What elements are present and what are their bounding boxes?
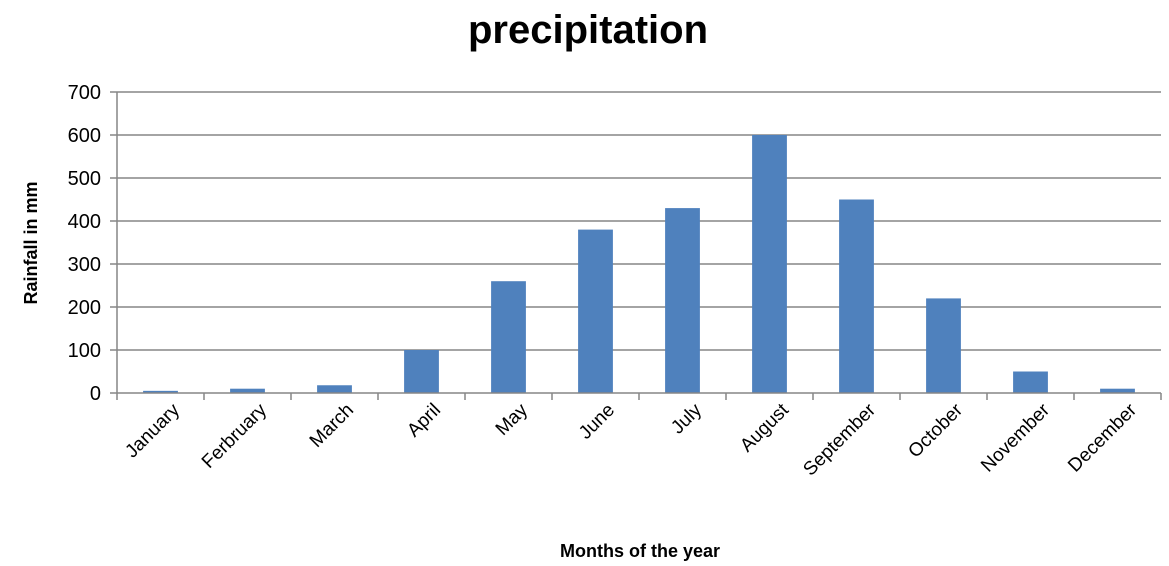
gridlines [117, 91, 1161, 351]
bar-december [1100, 388, 1135, 393]
x-tick-label: June [575, 400, 619, 444]
y-axis-title: Rainfall in mm [21, 181, 41, 304]
x-axis-title: Months of the year [560, 541, 720, 561]
axes [110, 91, 1162, 400]
bars [143, 135, 1135, 393]
y-tick-label: 700 [68, 82, 101, 104]
x-tick-label: November [977, 399, 1054, 476]
y-tick-label: 100 [68, 340, 101, 362]
bar-august [752, 135, 787, 393]
x-tick-labels: January Ferbruary March April May June July Aug… [121, 399, 1141, 480]
bar-september [839, 199, 874, 393]
x-tick-label: Ferbruary [198, 399, 271, 472]
bar-november [1013, 371, 1048, 393]
x-tick-label: July [667, 399, 706, 438]
bar-march [317, 385, 352, 393]
x-tick-label: October [904, 399, 967, 462]
y-tick-labels: 0 100 200 300 400 500 600 700 [68, 82, 101, 405]
x-tick-label: September [799, 399, 880, 480]
y-tick-label: 300 [68, 254, 101, 276]
bar-october [926, 298, 961, 393]
y-tick-label: 600 [68, 125, 101, 147]
bar-february [230, 388, 265, 393]
bar-july [665, 208, 700, 393]
y-tick-label: 200 [68, 297, 101, 319]
x-tick-label: December [1064, 399, 1141, 476]
y-tick-label: 400 [68, 211, 101, 233]
chart-title: precipitation [468, 8, 708, 52]
x-tick-label: January [121, 399, 184, 462]
y-tick-label: 500 [68, 168, 101, 190]
x-tick-label: August [736, 399, 793, 456]
x-tick-label: April [403, 400, 445, 442]
bar-may [491, 281, 526, 393]
x-tick-label: May [492, 399, 533, 440]
y-tick-label: 0 [90, 383, 101, 405]
bar-june [578, 229, 613, 393]
x-tick-label: March [306, 400, 358, 452]
bar-january [143, 390, 178, 393]
bar-april [404, 350, 439, 393]
